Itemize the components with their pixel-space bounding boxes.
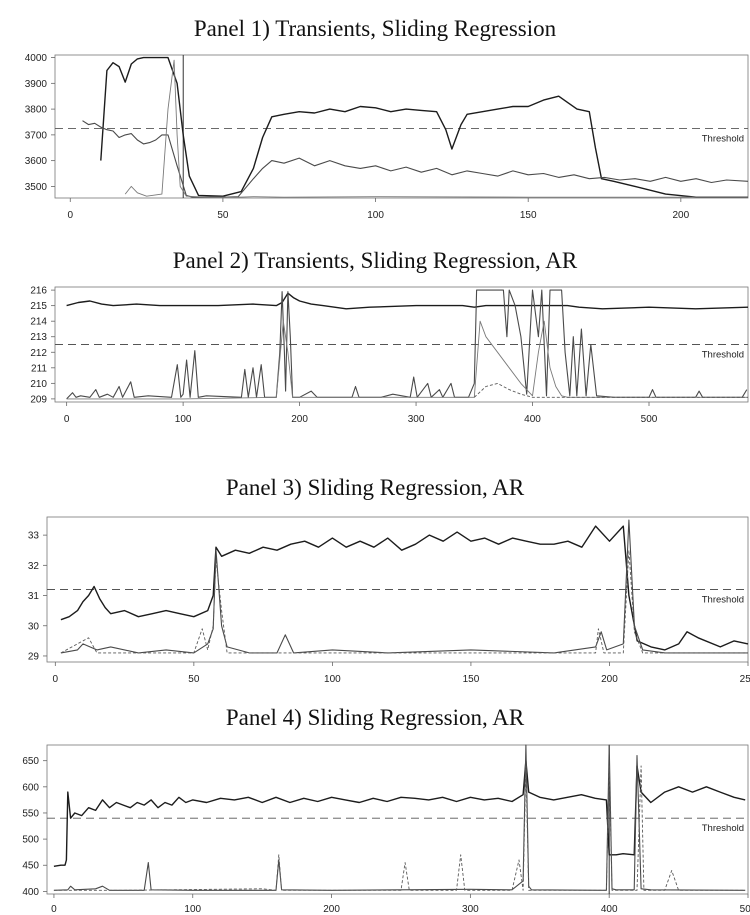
series-line-3 [60, 549, 748, 654]
x-tick-label: 200 [291, 414, 308, 425]
y-tick-label: 600 [22, 782, 39, 793]
x-tick-label: 50 [188, 674, 200, 685]
panel-title: Panel 1) Transients, Sliding Regression [194, 16, 557, 41]
threshold-label: Threshold [702, 823, 744, 834]
panel-title: Panel 2) Transients, Sliding Regression,… [173, 248, 578, 273]
x-tick-label: 100 [367, 210, 384, 221]
y-tick-label: 214 [30, 317, 47, 328]
series-line-3 [53, 765, 746, 891]
y-tick-label: 32 [28, 561, 40, 572]
threshold-label: Threshold [702, 133, 744, 144]
y-tick-label: 3800 [25, 105, 48, 116]
y-tick-label: 212 [30, 348, 47, 359]
chart-panel-4: Panel 4) Sliding Regression, AR 400 450 500… [22, 705, 750, 915]
series-line-1 [100, 56, 748, 198]
series-line-1 [60, 525, 749, 651]
y-tick-label: 30 [28, 621, 40, 632]
x-tick-label: 300 [408, 414, 425, 425]
x-tick-label: 400 [601, 904, 618, 915]
y-tick-label: 500 [22, 835, 39, 846]
x-tick-label: 0 [67, 210, 73, 221]
y-tick-label: 209 [30, 394, 47, 405]
series-line-2 [53, 744, 746, 891]
y-tick-label: 400 [22, 887, 39, 898]
series-line-3 [66, 320, 748, 400]
y-tick-label: 211 [31, 363, 47, 374]
y-tick-label: 3900 [25, 79, 48, 90]
x-tick-label: 400 [524, 414, 541, 425]
series-line-2 [60, 519, 748, 654]
x-tick-label: 200 [601, 674, 618, 685]
x-tick-label: 0 [51, 904, 57, 915]
y-tick-label: 4000 [25, 53, 48, 64]
threshold-label: Threshold [702, 350, 744, 361]
x-tick-label: 100 [324, 674, 341, 685]
y-tick-label: 33 [28, 531, 40, 542]
x-tick-label: 0 [64, 414, 70, 425]
series-line-3 [124, 59, 748, 198]
x-tick-label: 250 [740, 674, 750, 685]
panel-title: Panel 4) Sliding Regression, AR [226, 705, 525, 730]
x-tick-label: 0 [53, 674, 59, 685]
series-line-4 [473, 382, 748, 398]
threshold-label: Threshold [702, 595, 744, 606]
x-tick-label: 500 [740, 904, 750, 915]
x-tick-label: 200 [323, 904, 340, 915]
x-tick-label: 100 [175, 414, 192, 425]
panel-title: Panel 3) Sliding Regression, AR [226, 475, 525, 500]
y-tick-label: 450 [22, 861, 39, 872]
chart-panel-1: Panel 1) Transients, Sliding Regression 3… [25, 16, 749, 221]
y-tick-label: 31 [28, 591, 40, 602]
y-tick-label: 3500 [25, 182, 48, 193]
series-line-2 [82, 120, 749, 198]
x-tick-label: 100 [184, 904, 201, 915]
x-tick-label: 150 [463, 674, 480, 685]
y-tick-label: 215 [30, 301, 47, 312]
y-tick-label: 210 [30, 379, 47, 390]
plot-frame [54, 54, 749, 199]
y-tick-label: 3700 [25, 130, 48, 141]
x-tick-label: 50 [217, 210, 229, 221]
y-tick-label: 213 [30, 332, 47, 343]
series-line-1 [66, 292, 749, 310]
y-tick-label: 29 [28, 651, 40, 662]
chart-panel-3: Panel 3) Sliding Regression, AR 29 30 31 32 3… [28, 475, 750, 685]
y-tick-label: 216 [30, 286, 47, 297]
y-tick-label: 650 [22, 756, 39, 767]
x-tick-label: 300 [462, 904, 479, 915]
x-tick-label: 150 [520, 210, 537, 221]
series-line-1 [53, 760, 746, 867]
chart-panel-2: Panel 2) Transients, Sliding Regression,… [30, 248, 749, 425]
y-tick-label: 550 [22, 808, 39, 819]
x-tick-label: 500 [641, 414, 658, 425]
plot-frame [46, 744, 749, 895]
y-tick-label: 3600 [25, 156, 48, 167]
x-tick-label: 200 [672, 210, 689, 221]
